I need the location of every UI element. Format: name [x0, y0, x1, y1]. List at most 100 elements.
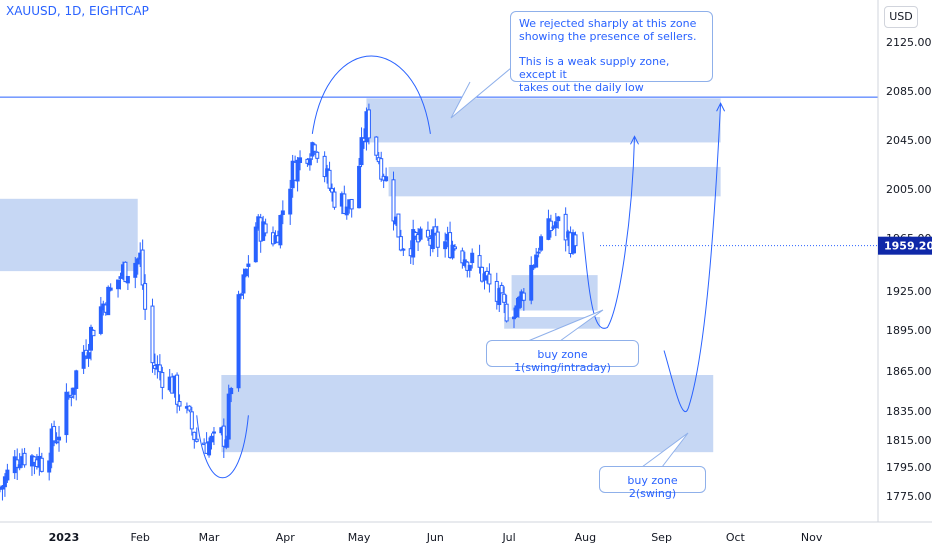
rejection-arc[interactable] — [311, 55, 431, 134]
candle — [391, 171, 396, 231]
candle — [160, 366, 165, 400]
candle — [2, 473, 7, 497]
candle — [430, 226, 435, 253]
candle-body — [452, 246, 457, 250]
callout-buy-zone-1[interactable]: buy zone 1(swing/intraday) — [486, 340, 639, 374]
candle-body — [327, 169, 332, 189]
candle-body — [47, 460, 52, 473]
candle — [467, 264, 472, 278]
candle-body — [312, 144, 317, 152]
zones-layer — [0, 98, 721, 453]
candle-body — [418, 228, 423, 240]
candle-body — [396, 213, 401, 238]
zone-rect[interactable] — [511, 275, 598, 311]
candle-body — [295, 159, 300, 182]
candle-body — [123, 261, 128, 283]
candle — [98, 296, 103, 336]
candle-body — [315, 151, 320, 159]
candle-body — [69, 395, 74, 398]
last-price-tag[interactable] — [878, 236, 932, 255]
candle — [157, 354, 162, 381]
candle-body — [504, 303, 509, 322]
projected-path-2[interactable] — [663, 103, 722, 412]
candle-body — [187, 405, 192, 411]
callout-pointer — [450, 67, 512, 119]
candle — [133, 256, 138, 289]
candle-body — [108, 287, 113, 291]
candle — [516, 295, 521, 318]
candle — [263, 218, 268, 237]
candle-body — [307, 158, 312, 166]
candle — [125, 275, 130, 291]
time-tick-label: Nov — [801, 531, 823, 544]
candle — [396, 213, 401, 238]
price-tick-label: 2085.00 — [886, 85, 932, 98]
candle — [366, 103, 371, 145]
candle-body — [512, 316, 517, 320]
candle — [175, 372, 180, 414]
price-tick-label: 1835.00 — [886, 405, 932, 418]
arrow-head-icon — [630, 135, 639, 145]
candle-body — [391, 179, 396, 222]
candle — [0, 485, 5, 501]
candle-body — [563, 213, 568, 241]
candle-body — [118, 276, 123, 279]
candle-body — [357, 165, 362, 209]
candle-body — [398, 236, 403, 251]
candle — [253, 222, 258, 263]
candle-body — [433, 226, 438, 234]
march-low-arc[interactable] — [196, 415, 249, 479]
candle-body — [243, 268, 248, 277]
time-tick-label: Sep — [651, 531, 672, 544]
symbol-title[interactable]: XAUUSD, 1D, EIGHTCAP — [6, 4, 149, 18]
candle — [539, 234, 544, 252]
currency-button[interactable]: USD — [884, 6, 918, 28]
candle — [74, 369, 79, 401]
candle-body — [359, 137, 364, 166]
candle — [108, 283, 113, 292]
candle — [433, 218, 438, 236]
candle-body — [125, 275, 130, 284]
candle — [330, 183, 335, 202]
callout-rejection[interactable]: We rejected sharply at this zone showing … — [510, 11, 713, 94]
candle — [236, 290, 241, 392]
candle — [452, 244, 457, 251]
zone-rect[interactable] — [504, 317, 601, 329]
candle-body — [401, 248, 406, 251]
candle-body — [470, 252, 475, 264]
candle-body — [157, 364, 162, 373]
candle — [529, 256, 534, 305]
candle — [357, 157, 362, 209]
zone-rect[interactable] — [0, 198, 138, 272]
callout-buy-zone-2[interactable]: buy zone 2(swing) — [599, 466, 706, 500]
candle-body — [278, 215, 283, 246]
candle-body — [539, 236, 544, 251]
candle-body — [288, 188, 293, 215]
candle-body — [298, 157, 303, 163]
candle — [573, 231, 578, 254]
time-tick-label: May — [348, 531, 371, 544]
projected-path-1[interactable] — [582, 136, 636, 329]
candle-body — [39, 457, 44, 472]
candle-body — [175, 374, 180, 405]
price-tick-label: 2125.00 — [886, 36, 932, 49]
candle — [327, 161, 332, 192]
candle — [359, 127, 364, 168]
candle — [207, 437, 212, 458]
zone-rect[interactable] — [388, 166, 721, 197]
zone-rect[interactable] — [221, 375, 714, 453]
candle-body — [226, 393, 231, 440]
candle — [140, 239, 145, 290]
price-tick-label: 1865.00 — [886, 365, 932, 378]
candle-body — [229, 387, 234, 395]
candle — [17, 453, 22, 471]
candle — [497, 287, 502, 312]
candle-body — [384, 176, 389, 182]
callout-line: showing the presence of sellers. — [519, 30, 697, 43]
candle-body — [435, 231, 440, 248]
zone-rect[interactable] — [366, 98, 721, 143]
candle-body — [86, 352, 91, 359]
candle-body — [177, 401, 182, 407]
